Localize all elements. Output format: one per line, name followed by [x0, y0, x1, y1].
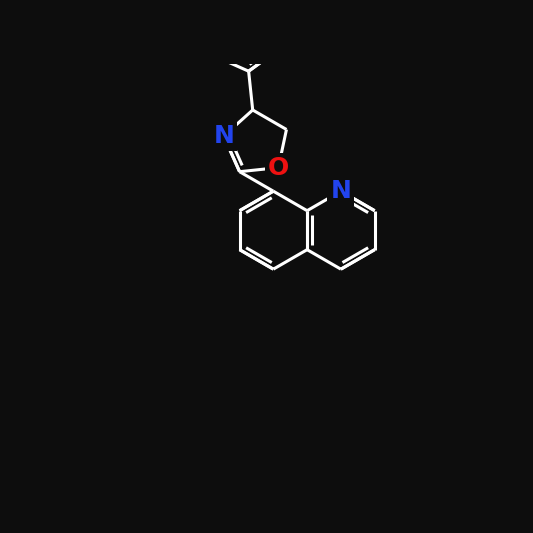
- Text: N: N: [330, 179, 351, 203]
- Text: O: O: [268, 156, 289, 180]
- Text: N: N: [213, 124, 234, 148]
